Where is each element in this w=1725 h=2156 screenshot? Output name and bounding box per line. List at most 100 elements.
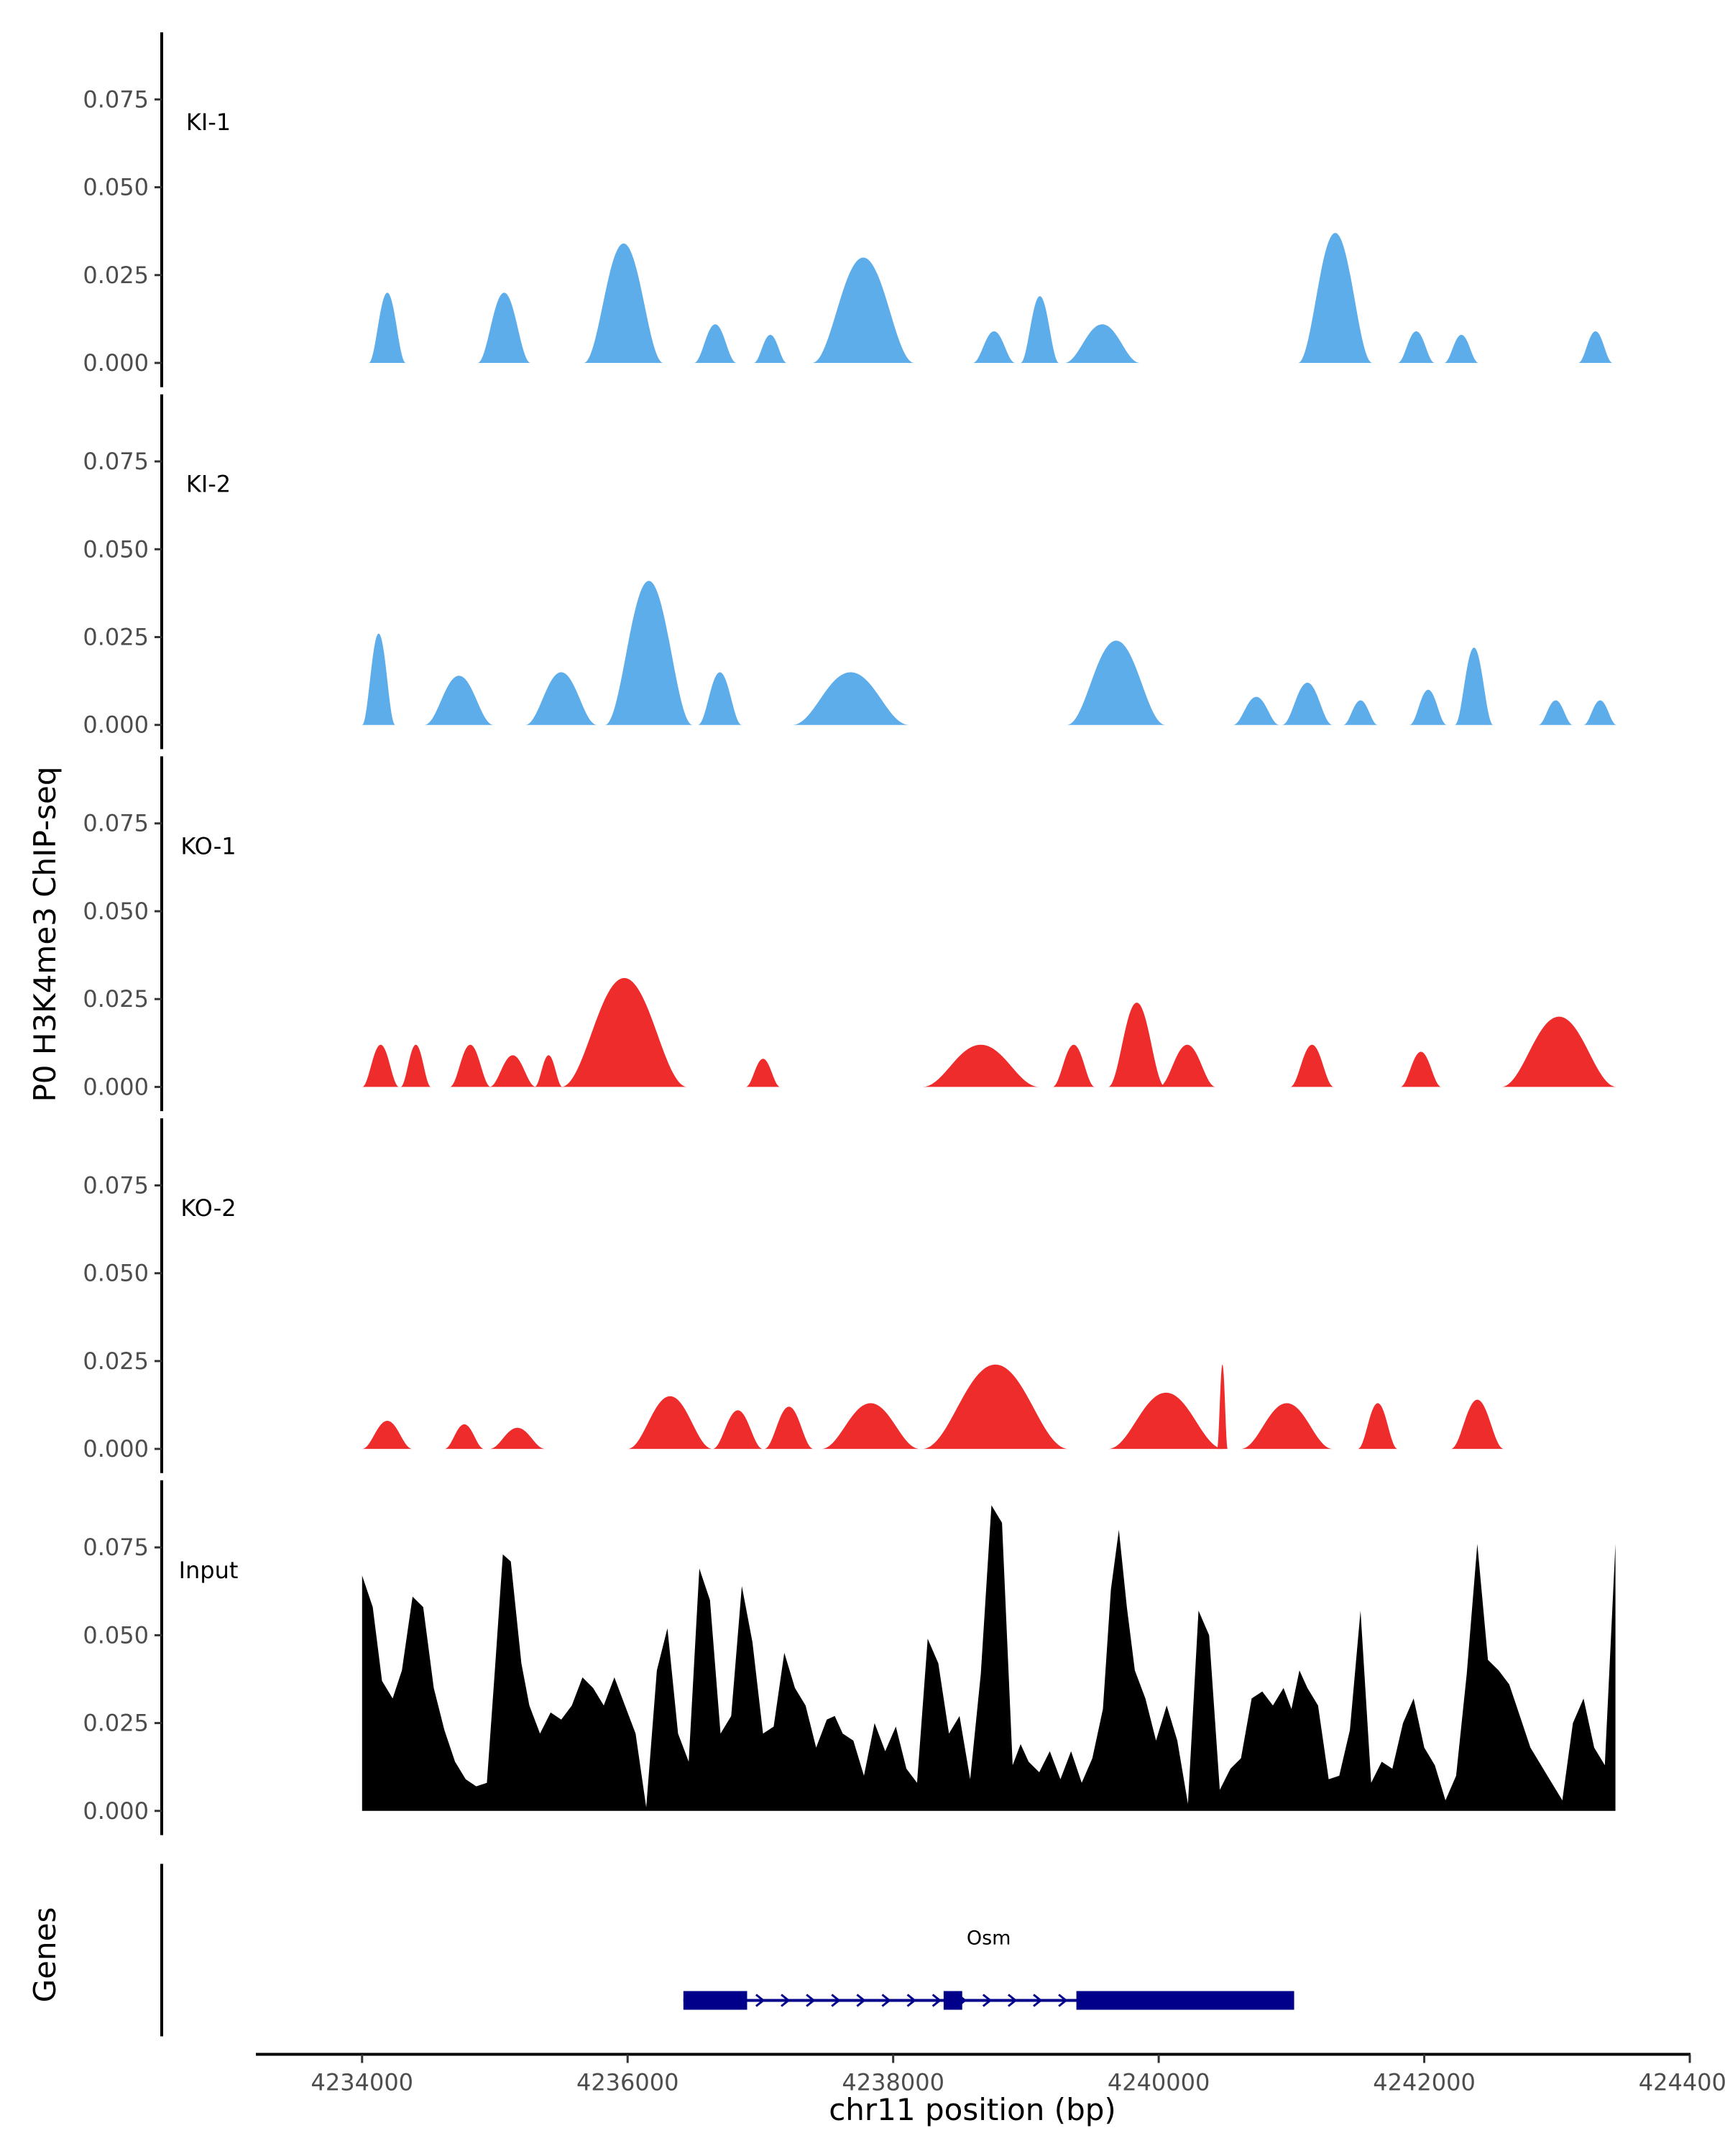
y-tick-label: 0.025 [83,1348,149,1375]
peak [362,1420,413,1450]
x-axis-title: chr11 position (bp) [829,2092,1116,2127]
y-tick-label: 0.050 [83,535,149,563]
x-axis: 4234000 4236000 4238000 4240000 4242000 42440… [256,2053,1725,2096]
plot-area: 0.0000.0250.0500.075KI-10.0000.0250.0500… [83,32,1725,2096]
peak [424,676,494,725]
peak [753,334,787,363]
peak [694,324,737,363]
strand-arrow [831,1994,841,2007]
x-tick-label: 4234000 [311,2069,414,2096]
track-label: KI-1 [186,109,231,136]
peak [1233,696,1280,725]
peak [712,1410,763,1450]
strand-arrow [781,1994,791,2007]
peak [922,1044,1039,1087]
track-ki-2: 0.000 0.025 0.050 0.075 KI-2 [83,394,1617,750]
peak [792,672,909,725]
track-input: 0.000 0.025 0.050 0.075 Input [83,1480,1616,1835]
y-tick-label: 0.025 [83,985,149,1013]
track-ko-1: 0.000 0.025 0.050 0.075 KO-1 [83,756,1617,1112]
track-ki-1: 0.000 0.025 0.050 0.075 KI-1 [83,32,1613,387]
peak [444,1424,484,1450]
gene-exon [943,1991,962,2010]
peak [972,331,1016,363]
strand-arrow [1058,1994,1068,2007]
track-label: Input [179,1557,239,1584]
y-tick-label: 0.050 [83,1260,149,1287]
peak [745,1059,781,1087]
x-tick-label: 4236000 [576,2069,679,2096]
peak [1052,1044,1095,1087]
peak [1064,324,1141,363]
peak [1409,689,1447,725]
strand-arrow [1007,1994,1018,2007]
peak [1358,1403,1398,1450]
strand-arrow [755,1994,765,2007]
y-axis-title: P0 H3K4me3 ChIP-seq [27,766,63,1102]
peak [922,1364,1069,1450]
peak [525,672,597,725]
peak [1021,296,1059,363]
peak [627,1396,713,1450]
peak [1444,334,1479,363]
peak [489,1427,546,1450]
y-tick-label: 0.000 [83,711,149,739]
peak [1501,1016,1617,1087]
y-tick-label: 0.050 [83,174,149,201]
peak [1578,331,1613,363]
peak [1538,700,1573,725]
peak [369,292,406,363]
peak [1583,700,1617,725]
y-tick-label: 0.075 [83,448,149,475]
peak [1298,233,1373,363]
y-tick-label: 0.025 [83,262,149,289]
peak [1108,1003,1166,1087]
y-tick-label: 0.075 [83,1534,149,1561]
y-tick-label: 0.025 [83,623,149,650]
peak [1067,640,1166,725]
peak [1400,1051,1442,1087]
y-tick-label: 0.050 [83,1621,149,1649]
track-label: KO-1 [180,832,236,860]
peak [1289,1044,1334,1087]
peak [362,1044,400,1087]
gene-name: Osm [967,1927,1011,1950]
y-tick-label: 0.025 [83,1710,149,1737]
peak [400,1044,431,1087]
y-tick-label: 0.050 [83,898,149,925]
track-ko-2: 0.000 0.025 0.050 0.075 KO-2 [83,1118,1504,1473]
track-label: KI-2 [186,471,231,498]
x-tick-label: 4242000 [1373,2069,1476,2096]
peak [604,581,693,725]
peak [449,1044,491,1087]
strand-arrow [806,1994,816,2007]
y-tick-label: 0.000 [83,349,149,377]
peak [1282,683,1333,725]
peak [1397,331,1435,363]
peak [1217,1364,1228,1450]
track-label: KO-2 [180,1194,236,1222]
peak [489,1055,536,1087]
peak [1241,1403,1333,1450]
strand-arrow [932,1994,942,2007]
y-tick-label: 0.000 [83,1435,149,1462]
peak [811,257,915,363]
gene-exon [1076,1991,1294,2010]
peak [1455,648,1494,725]
peak [362,633,395,725]
gene-osm: Osm [683,1927,1294,2010]
strand-arrow [1033,1994,1043,2007]
x-tick-label: 4238000 [842,2069,944,2096]
y-tick-label: 0.000 [83,1073,149,1100]
y-tick-label: 0.000 [83,1797,149,1825]
x-tick-label: 4240000 [1108,2069,1210,2096]
peak [821,1403,920,1450]
peak [477,292,531,363]
y-tick-label: 0.075 [83,1171,149,1199]
peak [1108,1392,1224,1450]
peak [764,1406,814,1450]
peak [1159,1044,1216,1087]
gene-track-title: Genes [27,1907,63,2003]
y-tick-label: 0.075 [83,810,149,837]
peak [534,1055,563,1087]
